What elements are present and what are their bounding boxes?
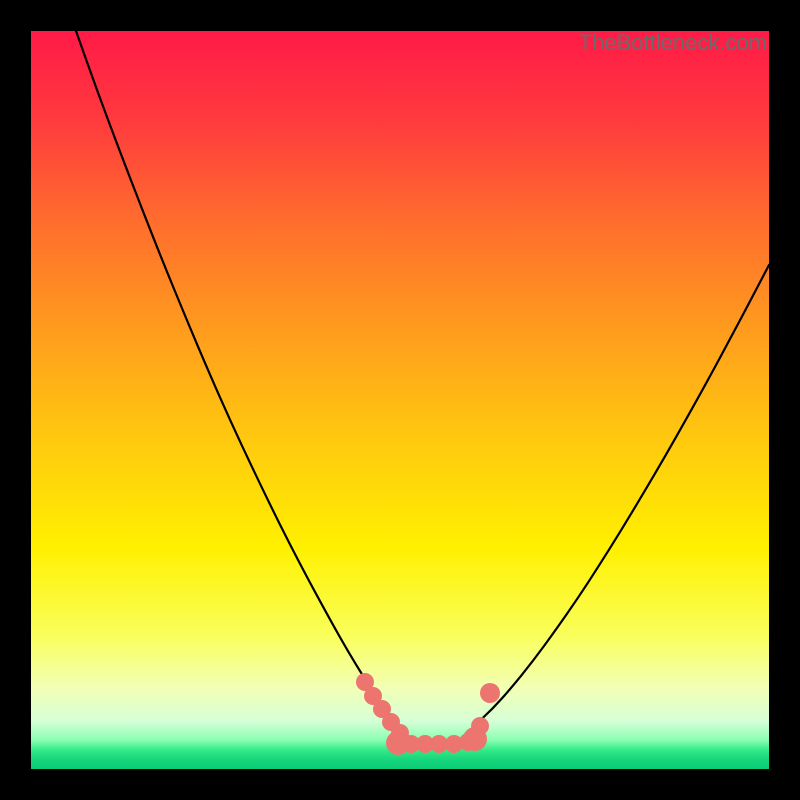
plot-area xyxy=(31,31,769,769)
marker-bead xyxy=(480,683,500,703)
chart-frame: TheBottleneck.com xyxy=(0,0,800,800)
watermark-text: TheBottleneck.com xyxy=(579,30,767,56)
curve-left-branch xyxy=(76,31,400,726)
curve-right-branch xyxy=(474,265,769,726)
curve-layer xyxy=(31,31,769,769)
